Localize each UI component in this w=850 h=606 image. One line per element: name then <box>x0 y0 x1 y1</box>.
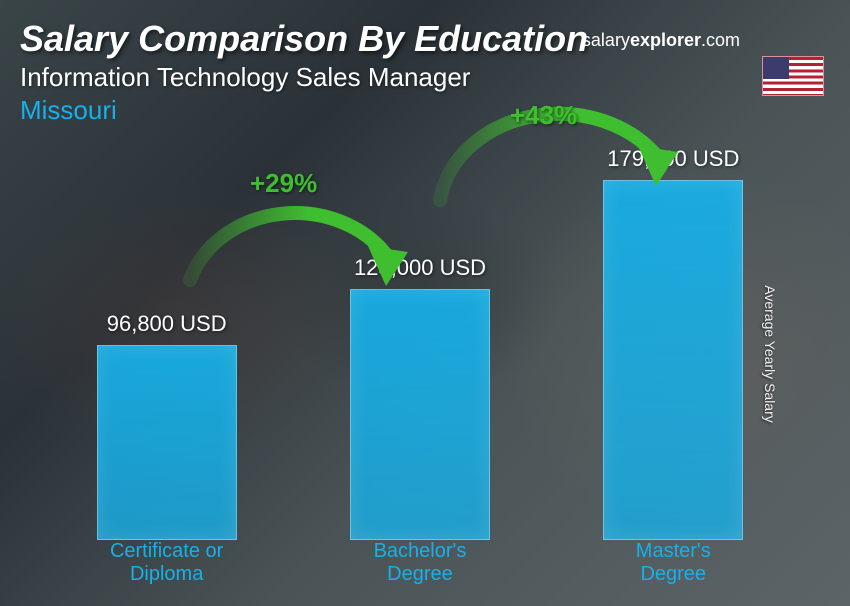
bar-group-master: 179,000 USD <box>547 146 800 540</box>
percent-increase-label: +29% <box>250 168 317 199</box>
bars-container: 96,800 USD 125,000 USD 179,000 USD <box>40 120 800 540</box>
brand-prefix: salary <box>582 30 630 50</box>
percent-increase-label: +43% <box>510 100 577 131</box>
bar-label-line1: Certificate or <box>110 540 223 562</box>
bar-label-line1: Master's <box>636 540 711 562</box>
bar-value: 125,000 USD <box>354 255 486 281</box>
bar <box>350 289 490 540</box>
bar-label-line2: Degree <box>387 563 453 585</box>
bar <box>603 180 743 540</box>
bar-chart: Average Yearly Salary 96,800 USD 125,000… <box>40 120 800 588</box>
bar-value: 96,800 USD <box>107 311 227 337</box>
bar-label-line2: Diploma <box>130 563 203 585</box>
brand-logo: salaryexplorer.com <box>582 30 740 51</box>
brand-bold: explorer <box>630 30 701 50</box>
bar <box>97 345 237 540</box>
us-flag-icon <box>762 56 824 96</box>
bar-value: 179,000 USD <box>607 146 739 172</box>
bar-group-certificate: 96,800 USD <box>40 311 293 540</box>
bar-label-line2: Degree <box>640 563 706 585</box>
bar-label: Master's Degree <box>547 540 800 586</box>
bar-label: Certificate or Diploma <box>40 540 293 586</box>
brand-suffix: .com <box>701 30 740 50</box>
header: Salary Comparison By Education Informati… <box>0 0 850 126</box>
bar-label: Bachelor's Degree <box>293 540 546 586</box>
bar-label-line1: Bachelor's <box>374 540 467 562</box>
page-subtitle: Information Technology Sales Manager <box>20 62 830 93</box>
bar-group-bachelor: 125,000 USD <box>293 255 546 540</box>
